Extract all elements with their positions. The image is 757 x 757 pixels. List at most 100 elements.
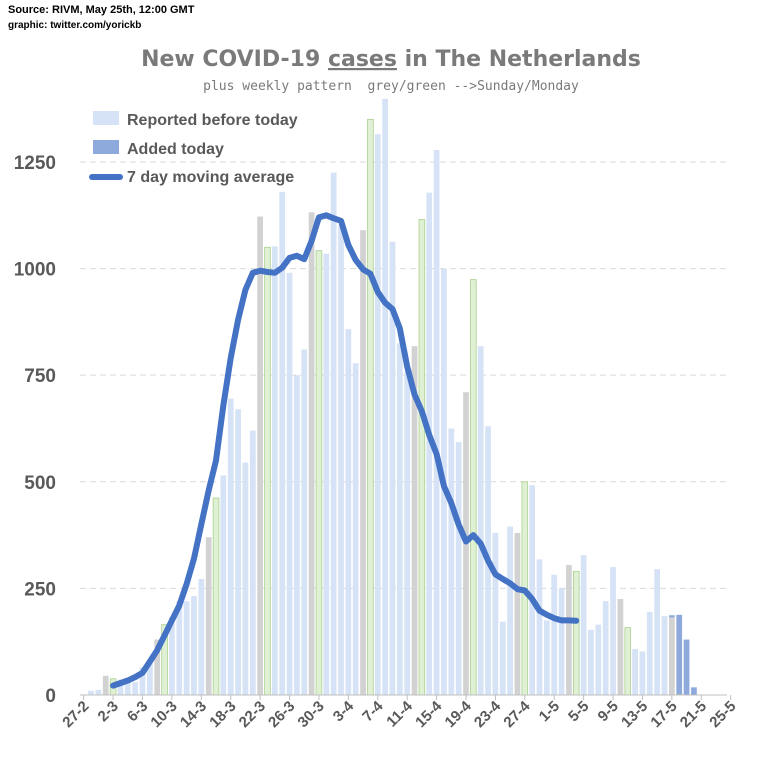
- bar-reported: [566, 564, 572, 695]
- y-tick-label: 1000: [14, 260, 56, 281]
- bar-added-today: [668, 615, 675, 618]
- x-tick-label: 11-4: [383, 697, 416, 730]
- bar-reported: [264, 246, 271, 696]
- y-tick-label: 250: [24, 579, 56, 600]
- bar-reported: [433, 150, 440, 695]
- bar-reported: [514, 532, 521, 695]
- bar-reported: [102, 675, 109, 695]
- bar-reported: [360, 230, 366, 695]
- bar-reported: [610, 567, 616, 695]
- moving-average-line: [110, 212, 580, 689]
- bar-reported: [117, 679, 124, 695]
- bar-reported: [617, 599, 624, 695]
- bar-added-today: [683, 639, 690, 695]
- bar-reported: [477, 346, 484, 695]
- bar-reported: [124, 680, 131, 695]
- bar-reported: [323, 253, 330, 695]
- bar-reported: [198, 579, 205, 695]
- bar-reported: [169, 617, 175, 695]
- x-tick-labels: 27-2 2-3 6-310-314-318-322-326-330-3 3-4 7-4…: [59, 695, 740, 731]
- bar-reported: [551, 574, 558, 695]
- bar-reported: [249, 430, 256, 695]
- graphic-credit: graphic: twitter.com/yorickb: [8, 20, 142, 31]
- bar-reported: [455, 442, 462, 695]
- y-tick-label: 750: [24, 366, 56, 387]
- y-tick-label: 1250: [14, 153, 56, 174]
- bar-reported: [529, 485, 536, 695]
- chart-subtitle: plus weekly pattern grey/green -->Sunday…: [203, 79, 579, 94]
- bar-reported: [389, 241, 396, 695]
- bar-reported: [382, 98, 388, 696]
- legend-swatch-added: [93, 140, 119, 154]
- bar-reported: [154, 639, 161, 695]
- bar-reported: [470, 279, 477, 696]
- x-tick-label: 2-3: [95, 698, 122, 725]
- chart-title: New COVID-19 cases in The Netherlands: [141, 47, 641, 72]
- legend: Reported before today Added today 7 day …: [89, 111, 298, 186]
- bar-reported: [88, 690, 94, 695]
- x-tick-label: 13-5: [618, 698, 651, 731]
- bar-reported: [205, 537, 212, 695]
- x-tick-label: 18-3: [206, 698, 239, 731]
- bar-reported: [132, 682, 139, 695]
- bar-reported: [448, 428, 455, 695]
- bar-reported: [499, 621, 506, 695]
- x-tick-label: 17-5: [647, 698, 680, 731]
- bar-reported: [242, 462, 249, 695]
- bar-reported: [352, 363, 359, 695]
- x-tick-label: 15-4: [412, 697, 446, 731]
- moving-average: [110, 212, 580, 689]
- bar-reported: [492, 532, 499, 695]
- bar-reported: [146, 663, 153, 695]
- x-tick-label: 23-4: [471, 697, 505, 731]
- bar-reported: [183, 601, 190, 695]
- bar-reported: [426, 192, 433, 695]
- bar-reported: [95, 689, 102, 695]
- bar-reported: [639, 651, 646, 695]
- x-tick-label: 6-3: [124, 698, 151, 725]
- bar-reported: [573, 570, 580, 696]
- x-tick-label: 26-3: [265, 698, 298, 731]
- bar-reported: [632, 648, 638, 695]
- bar-reported: [411, 346, 418, 695]
- bar-added-today: [691, 687, 697, 695]
- bar-reported: [374, 134, 381, 695]
- bar-reported: [654, 569, 661, 695]
- bar-reported: [257, 216, 263, 695]
- bar-reported: [558, 588, 565, 695]
- bar-reported: [227, 398, 234, 695]
- x-tick-label: 9-5: [595, 698, 622, 725]
- y-tick-labels: 0 250 500 750 1000 1250: [14, 153, 56, 707]
- x-tick-label: 22-3: [236, 698, 269, 731]
- bar-reported: [191, 596, 197, 695]
- x-tick-label: 27-2: [59, 698, 92, 731]
- gridlines: [80, 161, 727, 589]
- bar-reported: [345, 329, 352, 695]
- x-tick-label: 5-5: [565, 698, 592, 725]
- bar-reported: [646, 611, 653, 695]
- bar-reported: [279, 191, 286, 696]
- bar-reported: [294, 375, 300, 695]
- bar-reported: [308, 212, 315, 696]
- x-tick-label: 25-5: [706, 698, 739, 731]
- bar-reported: [418, 219, 426, 696]
- bar-reported: [507, 526, 513, 695]
- bar-reported: [338, 225, 344, 695]
- bar-reported: [235, 409, 241, 695]
- x-tick-label: 3-4: [330, 697, 358, 725]
- bar-reported: [220, 475, 227, 695]
- bar-reported: [602, 601, 609, 695]
- bar-reported: [315, 250, 323, 696]
- bar-reported: [595, 624, 602, 695]
- x-tick-label: 21-5: [677, 698, 710, 731]
- bar-reported: [212, 497, 220, 696]
- source-line: Source: RIVM, May 25th, 12:00 GMT: [8, 4, 195, 16]
- legend-label-reported: Reported before today: [127, 112, 298, 129]
- bar-reported: [396, 343, 403, 695]
- x-tick-label: 19-4: [442, 697, 476, 731]
- x-tick-label: 1-5: [536, 698, 563, 725]
- bar-reported: [404, 371, 411, 695]
- x-tick-label: 27-4: [500, 697, 534, 731]
- bar-reported: [580, 555, 587, 695]
